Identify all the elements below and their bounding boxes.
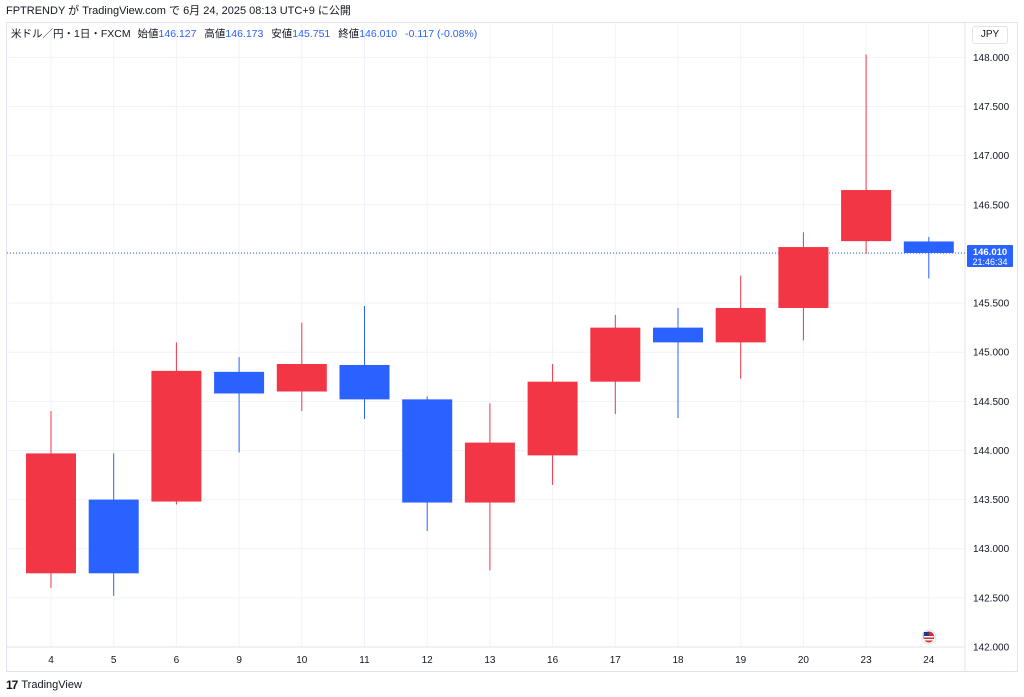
close-value: 146.010 <box>359 28 398 40</box>
high-label: 高値 <box>204 28 226 40</box>
low-label: 安値 <box>271 28 293 40</box>
currency-button[interactable]: JPY <box>972 26 1008 44</box>
footer-branding: 17 TradingView <box>6 676 82 694</box>
date-tick-label: 13 <box>484 655 496 666</box>
date-tick-label: 10 <box>296 655 308 666</box>
price-tick-label: 142.000 <box>973 643 1010 654</box>
close-label: 終値 <box>338 28 360 40</box>
us-flag-stripe-icon <box>923 636 934 638</box>
low-value: 145.751 <box>292 28 331 40</box>
last-price-value: 146.010 <box>973 247 1007 258</box>
publish-header: FPTRENDY が TradingView.com で 6月 24, 2025… <box>6 5 351 17</box>
candle-body[interactable] <box>778 247 829 308</box>
price-tick-label: 145.000 <box>973 348 1010 359</box>
date-tick-label: 5 <box>111 655 117 666</box>
date-tick-label: 18 <box>672 655 684 666</box>
price-tick-label: 147.500 <box>973 102 1010 113</box>
candle-body[interactable] <box>276 363 327 392</box>
candle-body[interactable] <box>653 327 703 343</box>
price-tick-label: 145.500 <box>973 299 1010 310</box>
bar-countdown: 21:46:34 <box>972 257 1007 267</box>
price-tick-label: 146.500 <box>973 200 1010 211</box>
date-tick-label: 17 <box>610 655 622 666</box>
candle-body[interactable] <box>715 307 766 343</box>
chart-pane[interactable]: 148.000147.500147.000146.500146.000145.5… <box>6 22 1018 672</box>
price-tick-label: 143.000 <box>973 544 1010 555</box>
date-tick-label: 4 <box>48 655 54 666</box>
candle-body[interactable] <box>590 327 641 382</box>
last-price-badge <box>967 244 1013 267</box>
candle-body[interactable] <box>151 370 202 502</box>
symbol-name[interactable]: 米ドル／円・1日・FXCM <box>11 28 131 40</box>
date-tick-label: 23 <box>861 655 873 666</box>
candle-body[interactable] <box>339 364 390 400</box>
price-tick-label: 144.500 <box>973 397 1010 408</box>
date-tick-label: 6 <box>174 655 180 666</box>
us-flag-canton-icon <box>923 632 929 636</box>
candle-body[interactable] <box>903 241 954 253</box>
candlestick-chart[interactable]: 148.000147.500147.000146.500146.000145.5… <box>7 23 1017 671</box>
price-tick-label: 147.000 <box>973 151 1010 162</box>
date-tick-label: 20 <box>798 655 810 666</box>
date-tick-label: 12 <box>422 655 434 666</box>
price-tick-label: 142.500 <box>973 593 1010 604</box>
candle-body[interactable] <box>88 499 139 574</box>
candle-body[interactable] <box>841 190 892 242</box>
tradingview-logo-icon: 17 <box>6 678 18 692</box>
candle-body[interactable] <box>527 381 578 456</box>
date-tick-label: 24 <box>923 655 935 666</box>
brand-name: TradingView <box>21 679 82 691</box>
open-label: 始値 <box>137 28 159 40</box>
symbol-legend: 米ドル／円・1日・FXCM 始値146.127 高値146.173 安値145.… <box>11 26 477 41</box>
open-value: 146.127 <box>158 28 197 40</box>
price-tick-label: 143.500 <box>973 495 1010 506</box>
date-tick-label: 11 <box>359 655 370 666</box>
change-value: -0.117 (-0.08%) <box>405 28 478 40</box>
date-tick-label: 9 <box>236 655 242 666</box>
date-tick-label: 19 <box>735 655 747 666</box>
candle-body[interactable] <box>464 442 515 503</box>
price-tick-label: 148.000 <box>973 53 1010 64</box>
candle-body[interactable] <box>402 399 453 503</box>
candle-body[interactable] <box>26 453 76 574</box>
date-tick-label: 16 <box>547 655 559 666</box>
candle-body[interactable] <box>214 371 265 394</box>
high-value: 146.173 <box>225 28 264 40</box>
price-tick-label: 144.000 <box>973 446 1010 457</box>
us-flag-stripe-icon <box>923 639 934 641</box>
